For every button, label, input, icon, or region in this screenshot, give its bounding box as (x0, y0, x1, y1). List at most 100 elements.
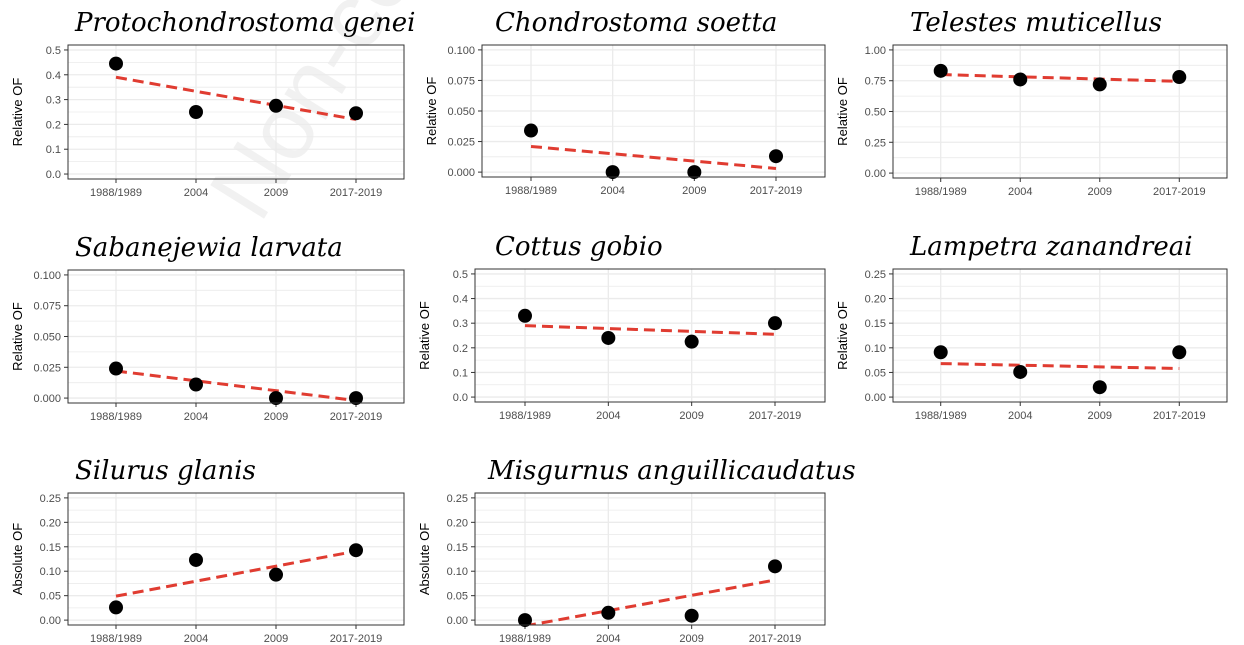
x-tick-label: 1988/1989 (499, 410, 551, 422)
panel-4: Sabanejewia larvata 0.000 0.025 0.050 0.075 0… (10, 233, 405, 423)
y-tick-label: 0.50 (865, 107, 886, 119)
y-tick-label: 0.1 (453, 367, 468, 379)
y-tick-label: 0.15 (40, 542, 61, 554)
trend-line (530, 144, 777, 170)
data-point (269, 98, 283, 113)
y-tick-label: 0.25 (447, 493, 468, 505)
y-tick-label: 0.10 (447, 566, 468, 578)
panel-1: Protochondrostoma genei 0.0 0.1 0.2 0.3 0.4 0.… (10, 8, 415, 199)
data-point (605, 165, 620, 180)
data-point (768, 316, 782, 331)
data-point (601, 330, 616, 345)
data-point (189, 105, 203, 119)
x-tick-label: 2009 (679, 633, 703, 645)
panel-frame (67, 269, 405, 404)
y-axis-label: Relative OF (10, 302, 25, 371)
x-tick-label: 2004 (184, 633, 208, 645)
panel-frame (474, 492, 826, 626)
y-tick-label: 0.1 (46, 144, 61, 156)
x-tick-label: 2009 (682, 185, 706, 197)
panel-title: Protochondrostoma genei (74, 8, 415, 38)
trend-line (115, 75, 357, 121)
x-tick-label: 2017-2019 (750, 185, 803, 197)
y-tick-label: 0.25 (865, 269, 886, 281)
y-tick-label: 0.05 (865, 367, 886, 379)
y-tick-label: 0.20 (447, 517, 468, 529)
y-tick-label: 0.050 (447, 106, 475, 118)
trend-line (940, 362, 1180, 371)
panel-8: Misgurnus anguillicaudatus 0.00 0.05 0.10 0.… (417, 456, 856, 645)
panel-title: Silurus glanis (75, 456, 256, 486)
y-tick-label: 0.3 (46, 95, 61, 107)
y-tick-label: 0.25 (40, 493, 61, 505)
panel-frame (67, 492, 405, 626)
y-tick-label: 0.4 (453, 294, 468, 306)
panel-7: Silurus glanis 0.00 0.05 0.10 0.15 0.20 0.25 19… (10, 456, 405, 645)
panel-title: Lampetra zanandreai (909, 232, 1193, 262)
y-tick-label: 0.15 (447, 542, 468, 554)
x-tick-label: 2004 (596, 633, 620, 645)
x-tick-label: 2009 (264, 633, 288, 645)
y-tick-label: 0.025 (447, 137, 475, 149)
data-point (1172, 70, 1187, 85)
y-tick-label: 0.0 (46, 169, 61, 181)
data-point (109, 361, 123, 376)
data-point (269, 391, 283, 406)
y-tick-label: 0.5 (453, 269, 468, 281)
trend-line (940, 73, 1180, 83)
data-point (189, 377, 203, 392)
y-tick-label: 0.00 (865, 392, 886, 404)
data-point (687, 165, 702, 180)
trend-line (115, 549, 357, 598)
panel-title: Telestes muticellus (910, 8, 1162, 38)
y-tick-label: 0.75 (865, 76, 886, 88)
x-tick-label: 2017-2019 (1153, 410, 1206, 422)
data-point (189, 552, 203, 567)
y-tick-label: 0.10 (865, 343, 886, 355)
data-point (1172, 345, 1187, 360)
panel-title: Chondrostoma soetta (495, 8, 777, 38)
trend-line (524, 324, 776, 336)
y-tick-label: 1.00 (865, 45, 886, 57)
y-axis-label: Relative OF (10, 78, 25, 147)
x-tick-label: 2004 (184, 411, 208, 423)
y-tick-label: 0.025 (33, 362, 61, 374)
data-point (518, 613, 532, 628)
panel-frame (892, 268, 1228, 403)
x-tick-label: 2017-2019 (749, 410, 802, 422)
y-tick-label: 0.4 (46, 70, 61, 82)
x-tick-label: 1988/1989 (90, 187, 142, 199)
y-tick-label: 0.05 (447, 591, 468, 603)
x-tick-label: 1988/1989 (90, 411, 142, 423)
data-point (109, 600, 123, 615)
y-tick-label: 0.2 (453, 343, 468, 355)
x-tick-label: 2004 (184, 187, 208, 199)
x-tick-label: 2009 (1088, 186, 1112, 198)
data-point (349, 543, 363, 558)
panel-title: Cottus gobio (495, 232, 663, 262)
panels: Protochondrostoma genei 0.0 0.1 0.2 0.3 0.4 0.… (10, 8, 1228, 645)
y-axis-label: Relative OF (835, 77, 850, 146)
data-point (269, 567, 283, 582)
data-point (684, 334, 699, 349)
panel-frame (892, 44, 1228, 179)
y-tick-label: 0.100 (33, 270, 61, 282)
x-tick-label: 1988/1989 (915, 410, 967, 422)
x-tick-label: 1988/1989 (915, 186, 967, 198)
data-point (109, 56, 123, 71)
data-point (601, 605, 616, 620)
y-tick-label: 0.3 (453, 318, 468, 330)
x-tick-label: 2017-2019 (330, 187, 383, 199)
trend-line (524, 578, 776, 625)
x-tick-label: 1988/1989 (505, 185, 557, 197)
y-tick-label: 0.100 (447, 45, 475, 57)
panel-frame (481, 44, 826, 178)
x-tick-label: 2004 (1008, 186, 1032, 198)
data-point (518, 308, 532, 323)
data-point (769, 149, 783, 164)
y-tick-label: 0.20 (40, 517, 61, 529)
data-point (768, 559, 782, 574)
panel-3: Telestes muticellus 0.00 0.25 0.50 0.75 1.00 1… (835, 8, 1228, 198)
y-axis-label: Relative OF (417, 301, 432, 370)
